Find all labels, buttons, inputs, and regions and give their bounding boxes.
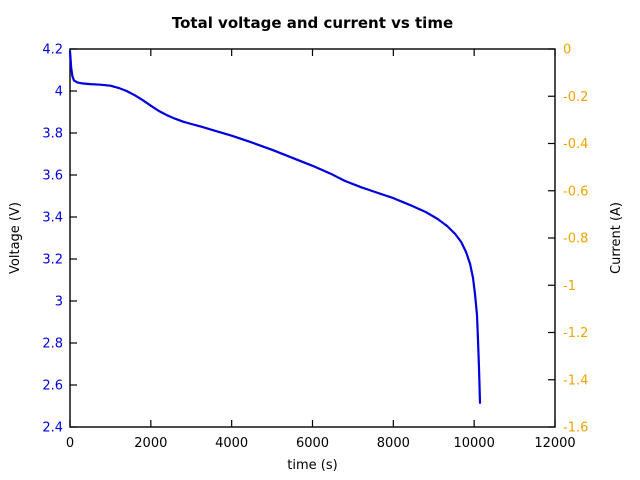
y-right-tick-label: -1.4 — [563, 373, 588, 388]
y-left-tick-label: 3.8 — [42, 127, 63, 142]
y-right-tick-label: -0.8 — [563, 232, 588, 247]
y-left-tick-label: 4 — [55, 85, 63, 100]
y-left-tick-label: 3.2 — [42, 253, 63, 268]
x-tick-label: 4000 — [215, 436, 248, 451]
y-right-tick-label: -0.4 — [563, 137, 588, 152]
y-left-tick-label: 3.4 — [42, 211, 63, 226]
chart-title: Total voltage and current vs time — [171, 14, 454, 32]
y-right-tick-label: -1 — [563, 279, 576, 294]
y-left-tick-label: 2.4 — [42, 421, 63, 436]
y-left-tick-label: 3 — [55, 295, 63, 310]
y-right-tick-label: -1.2 — [563, 326, 588, 341]
y-right-tick-label: -1.6 — [563, 421, 588, 436]
y-left-tick-label: 3.6 — [42, 169, 63, 184]
y-left-tick-label: 4.2 — [42, 43, 63, 58]
y-right-tick-label: 0 — [563, 43, 571, 58]
y-right-tick-label: -0.2 — [563, 90, 588, 105]
x-tick-label: 6000 — [296, 436, 329, 451]
voltage-curve — [68, 50, 482, 404]
x-tick-label: 10000 — [453, 436, 494, 451]
x-tick-label: 12000 — [534, 436, 575, 451]
x-tick-label: 0 — [66, 436, 74, 451]
plot-frame — [69, 48, 556, 428]
x-axis-label-time: time (s) — [287, 458, 338, 473]
y-right-tick-label: -0.6 — [563, 184, 588, 199]
y-left-tick-label: 2.8 — [42, 337, 63, 352]
y-left-tick-label: 2.6 — [42, 379, 63, 394]
x-tick-label: 8000 — [377, 436, 410, 451]
x-tick-label: 2000 — [134, 436, 167, 451]
